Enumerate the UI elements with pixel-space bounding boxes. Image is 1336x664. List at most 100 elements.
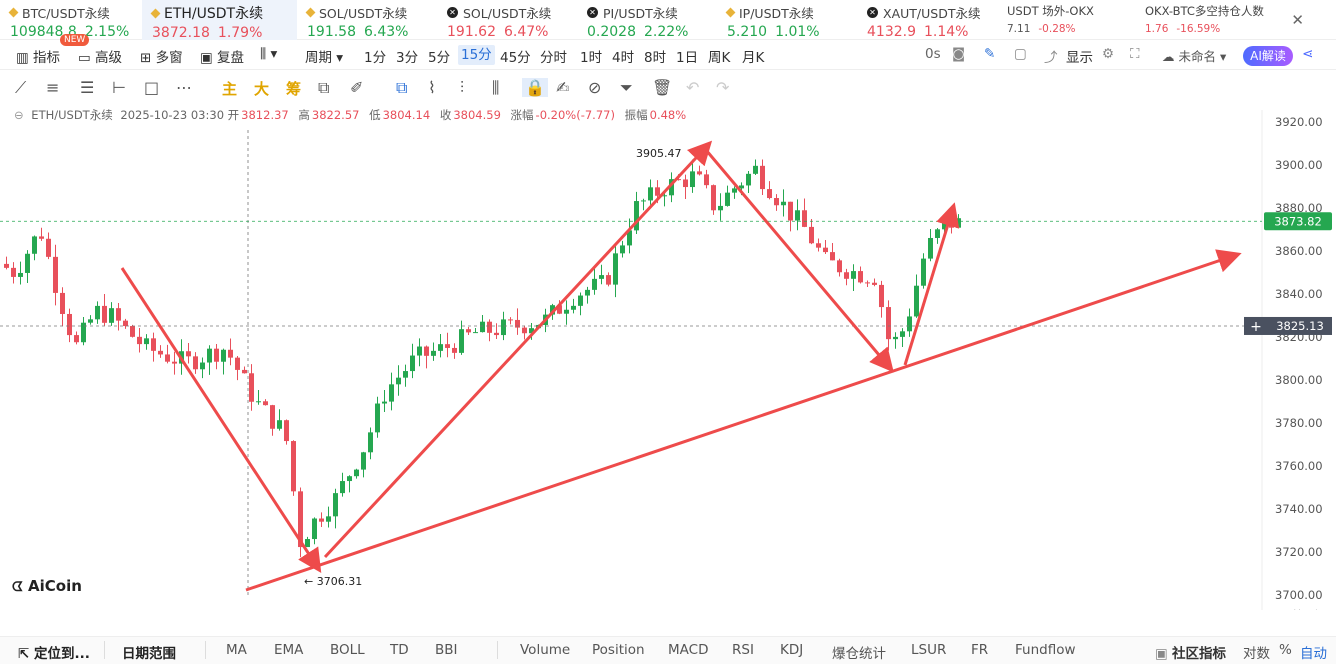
note-icon[interactable]: ✍ — [556, 78, 570, 97]
ticker-eth[interactable]: ETH/USDT永续 3872.18 1.79% — [142, 0, 297, 41]
divider — [104, 641, 105, 659]
candle-body — [375, 403, 380, 433]
candle-body — [571, 305, 576, 310]
period-1d[interactable]: 1日 — [676, 50, 699, 66]
period-1h[interactable]: 1时 — [580, 50, 603, 66]
ind-lsur[interactable]: LSUR — [911, 642, 947, 658]
date-range-button[interactable]: 日期范围 — [122, 646, 176, 662]
chip-toggle[interactable]: 筹 — [286, 80, 302, 98]
advanced-button[interactable]: ▭ 高级 — [78, 50, 123, 66]
filter-icon[interactable]: ⏷ — [620, 78, 633, 97]
ind-fundflow[interactable]: Fundflow — [1015, 642, 1076, 658]
locate-button[interactable]: ⇱ 定位到... — [18, 646, 90, 662]
undo-icon[interactable]: ↶ — [686, 78, 700, 97]
replay-button[interactable]: ▣ 复盘 — [200, 50, 245, 66]
camera-icon[interactable]: ◙ — [952, 46, 966, 62]
template-dropdown[interactable]: ☁ 未命名 ▾ — [1162, 49, 1227, 64]
auto-scale-toggle[interactable]: 自动 — [1300, 646, 1327, 662]
candle-body — [298, 491, 303, 548]
ind-td[interactable]: TD — [390, 642, 409, 658]
period-4h[interactable]: 4时 — [612, 50, 635, 66]
ind-kdj[interactable]: KDJ — [780, 642, 804, 658]
period-1m[interactable]: 1分 — [364, 50, 387, 66]
trendline-icon[interactable]: ⟋ — [15, 78, 27, 97]
ind-macd[interactable]: MACD — [668, 642, 709, 658]
percent-toggle[interactable]: % — [1279, 642, 1292, 658]
display-button[interactable]: 显示 — [1066, 50, 1093, 66]
period-dropdown[interactable]: 周期 ▾ — [305, 50, 344, 66]
period-3m[interactable]: 3分 — [396, 50, 419, 66]
ticker-price: 0.2028 — [587, 24, 636, 40]
community-indicator-button[interactable]: ▣ 社区指标 — [1155, 646, 1227, 662]
candle-body — [739, 185, 744, 189]
indicator-button[interactable]: ▥ 指标 — [16, 50, 61, 66]
ticker-sol[interactable]: SOL/USDT永续 191.58 6.43% — [297, 0, 437, 40]
rectangle-icon[interactable]: □ — [144, 78, 160, 97]
lock-icon[interactable]: 🔒 — [522, 78, 548, 97]
ind-rsi[interactable]: RSI — [732, 642, 754, 658]
period-45m[interactable]: 45分 — [500, 50, 531, 66]
trash-icon[interactable]: 🗑 — [652, 78, 673, 97]
ticker-okx-ls[interactable]: OKX-BTC多空持仓人数 1.76 -16.59% — [1135, 0, 1285, 40]
candle-body — [4, 263, 9, 268]
copy-icon[interactable]: ⧉ — [396, 78, 408, 97]
share-icon[interactable]: ⋖ — [1302, 46, 1314, 62]
candle-body — [473, 332, 478, 334]
log-scale-toggle[interactable]: 对数 — [1243, 646, 1270, 662]
candle-body — [585, 289, 590, 296]
ticker-price: 7.11 — [1007, 23, 1031, 35]
candlestick-chart[interactable]: 3920.003900.003880.003860.003840.003820.… — [0, 110, 1336, 610]
candle-body — [606, 275, 611, 285]
pattern-icon[interactable]: ⧉ — [318, 78, 330, 97]
period-month[interactable]: 月K — [742, 50, 765, 66]
period-5m[interactable]: 5分 — [428, 50, 451, 66]
period-15m[interactable]: 15分 — [458, 45, 495, 65]
more-tools-icon[interactable]: ⋯ — [176, 78, 192, 97]
candle-body — [627, 230, 632, 246]
close-icon[interactable]: ✕ — [1291, 11, 1304, 29]
candle-body — [95, 305, 100, 320]
export-icon[interactable]: ⤴ — [1044, 50, 1058, 66]
candle-body — [508, 319, 513, 321]
candle-body — [774, 198, 779, 206]
horizontal-lines-icon[interactable]: ☰ — [80, 78, 95, 97]
ticker-sol-okx[interactable]: ✕ SOL/USDT永续 191.62 6.47% — [437, 0, 577, 40]
big-order-toggle[interactable]: 大 — [254, 80, 270, 98]
ticker-ip[interactable]: IP/USDT永续 5.210 1.01% — [717, 0, 857, 40]
period-timeshare[interactable]: 分时 — [540, 50, 567, 66]
ticker-xaut[interactable]: ✕ XAUT/USDT永续 4132.9 1.14% — [857, 0, 997, 40]
collapse-icon[interactable]: ⊖ — [14, 108, 24, 122]
comment-icon[interactable]: ▢ — [1014, 46, 1027, 62]
edit-icon[interactable]: ✎ — [984, 46, 996, 62]
ruler-icon[interactable]: ⌇ — [428, 78, 436, 97]
ind-ema[interactable]: EMA — [274, 642, 304, 658]
ticker-name: PI/USDT永续 — [603, 6, 678, 21]
candle-body — [81, 322, 86, 343]
ticker-pi[interactable]: ✕ PI/USDT永续 0.2028 2.22% — [577, 0, 717, 40]
bars-icon[interactable]: ⫼ — [492, 78, 500, 97]
ind-liquidation[interactable]: 爆仓统计 — [832, 646, 886, 662]
candle-body — [858, 271, 863, 283]
parallel-lines-icon[interactable]: ≡ — [46, 78, 60, 97]
candle-body — [46, 238, 51, 257]
period-week[interactable]: 周K — [708, 50, 731, 66]
ticker-usdt-otc[interactable]: USDT 场外-OKX 7.11 -0.28% — [997, 0, 1132, 40]
horizontal-ray-icon[interactable]: ⊢ — [112, 78, 126, 97]
settings-icon[interactable]: ⚙ — [1102, 46, 1115, 62]
main-force-toggle[interactable]: 主 — [222, 80, 238, 98]
ind-ma[interactable]: MA — [226, 642, 247, 658]
pen-icon[interactable]: ✐ — [350, 78, 364, 97]
ind-bbi[interactable]: BBI — [435, 642, 458, 658]
magnet-icon[interactable]: ⊘ — [588, 78, 602, 97]
multi-window-button[interactable]: ⊞ 多窗 — [140, 50, 183, 66]
ind-boll[interactable]: BOLL — [330, 642, 365, 658]
redo-icon[interactable]: ↷ — [716, 78, 730, 97]
chart-type-button[interactable]: ⫼ ▾ — [260, 46, 278, 62]
ai-interpret-button[interactable]: AI解读 — [1243, 46, 1293, 66]
fullscreen-icon[interactable]: ⛶ — [1130, 46, 1140, 62]
ind-volume[interactable]: Volume — [520, 642, 571, 658]
measure-icon[interactable]: ⫶ — [460, 78, 465, 97]
period-8h[interactable]: 8时 — [644, 50, 667, 66]
ind-fr[interactable]: FR — [971, 642, 989, 658]
ind-position[interactable]: Position — [592, 642, 645, 658]
